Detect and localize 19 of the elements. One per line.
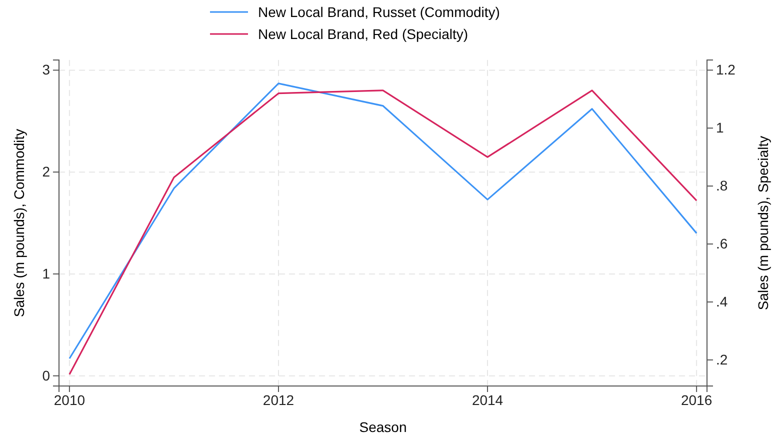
y2-axis-title: Sales (m pounds), Specialty	[755, 136, 771, 310]
legend-label: New Local Brand, Red (Specialty)	[258, 26, 468, 42]
y2-tick-label: .8	[716, 178, 728, 194]
y2-tick-label: 1.2	[716, 62, 736, 78]
y-tick-label: 0	[42, 367, 50, 384]
x-tick-label: 2016	[680, 392, 712, 408]
x-tick-label: 2014	[472, 392, 504, 408]
x-axis-title: Season	[359, 419, 407, 435]
y2-tick-label: 1	[716, 120, 724, 136]
y2-tick-label: .4	[716, 293, 728, 310]
y-tick-label: 3	[42, 62, 50, 78]
y-tick-label: 1	[42, 265, 50, 282]
y-tick-label: 2	[42, 164, 50, 180]
y2-tick-label: .6	[716, 235, 728, 252]
y-axis-title: Sales (m pounds), Commodity	[11, 128, 27, 318]
y2-tick-label: .2	[716, 351, 728, 368]
legend-label: New Local Brand, Russet (Commodity)	[258, 4, 500, 20]
x-tick-label: 2012	[262, 392, 294, 408]
x-tick-label: 2010	[54, 392, 86, 408]
